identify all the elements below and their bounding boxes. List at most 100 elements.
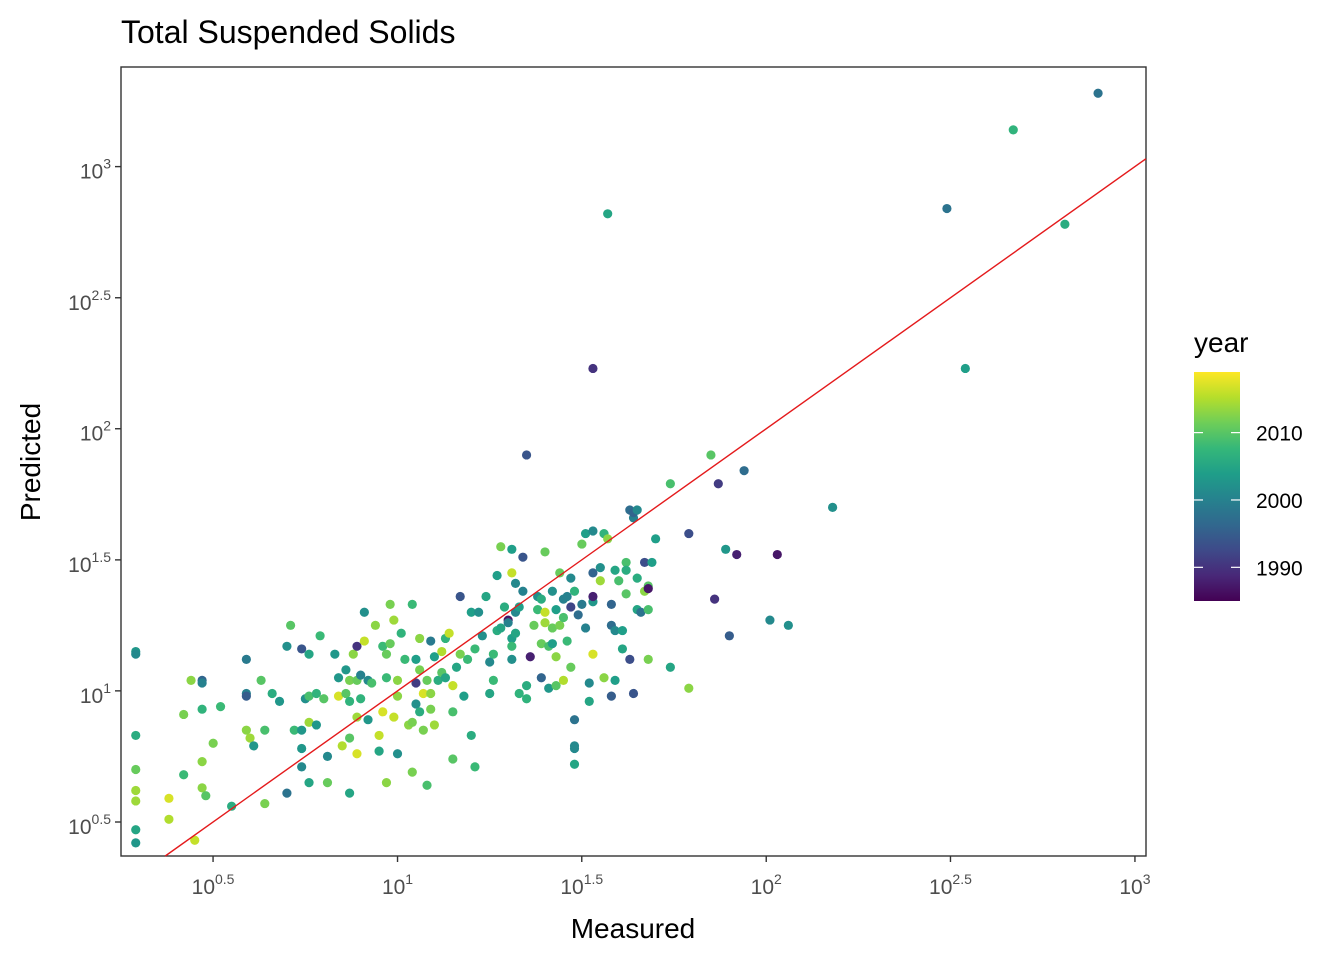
data-point [558,675,569,685]
data-point [492,570,502,581]
data-point [363,715,373,725]
data-point [632,573,642,583]
data-point [603,209,613,219]
data-point [474,607,484,617]
data-point [772,549,782,560]
data-point [510,578,521,588]
data-point [282,788,292,798]
data-point [462,654,473,665]
x-tick-label: 101 [382,871,413,899]
y-tick-label: 103 [80,156,111,184]
data-point [448,681,458,691]
data-point [426,704,436,714]
data-point [359,636,369,646]
data-point [322,751,333,761]
data-point [197,757,207,767]
data-point [197,704,207,714]
data-point [411,678,421,688]
data-point [647,557,657,568]
data-point [599,673,609,683]
data-point [241,725,251,735]
y-tick-label: 101.5 [68,549,111,577]
data-point [260,798,270,809]
data-point [131,838,141,848]
data-point [437,646,447,657]
data-point [455,591,465,602]
data-point [304,691,314,701]
data-point [610,675,620,685]
data-point [344,675,355,685]
data-point [448,754,458,764]
y-tick-label: 100.5 [68,811,111,839]
data-point [304,649,314,659]
data-point [411,699,421,709]
data-point [131,730,141,741]
data-point [518,586,528,596]
data-point [566,602,576,612]
x-tick-label: 101.5 [560,871,603,899]
data-point [470,762,480,772]
data-point [378,707,388,717]
data-point [466,730,476,741]
data-point [588,649,598,659]
data-point [466,607,476,617]
data-point [392,749,403,759]
x-tick-label: 100.5 [192,871,235,899]
data-point [131,825,141,835]
data-point [411,654,421,665]
data-point [179,709,189,720]
data-point [529,620,539,630]
data-point [448,707,458,717]
y-axis-title: Predicted [15,403,46,521]
data-point [352,712,362,722]
data-point [606,599,616,609]
data-point [407,767,417,777]
data-point [521,681,532,691]
data-point [415,633,425,644]
data-point [628,688,639,699]
data-point [208,738,218,748]
data-point [562,591,572,602]
data-point [201,791,211,801]
data-point [381,778,392,788]
data-point [389,615,399,625]
data-point [1093,88,1103,98]
data-point [514,602,524,612]
data-point [525,652,535,662]
data-point [370,620,381,630]
data-point [444,628,454,638]
data-point [684,683,694,693]
data-point [536,639,546,649]
data-point [551,652,561,662]
data-point [418,725,428,735]
data-point [503,618,513,628]
data-point [407,599,417,609]
data-point [643,654,653,665]
data-point [344,696,355,706]
data-point [507,641,517,651]
data-point [415,665,425,675]
y-tick-label: 102 [80,418,111,446]
data-point [710,594,720,604]
data-point [389,712,399,722]
data-point [639,557,650,568]
data-point [418,688,428,699]
data-point [643,605,653,615]
data-point [724,631,734,641]
data-point [422,780,432,790]
data-point [521,694,532,704]
data-point [636,607,646,617]
data-point [348,649,358,659]
data-point [488,649,498,659]
data-point [131,796,141,806]
data-point [381,649,392,659]
data-point [341,665,351,675]
data-point [606,691,616,701]
data-point [352,641,362,651]
data-point [547,586,557,596]
data-point [732,549,742,560]
data-point [333,673,344,683]
data-point [765,615,775,625]
data-point [595,563,605,573]
